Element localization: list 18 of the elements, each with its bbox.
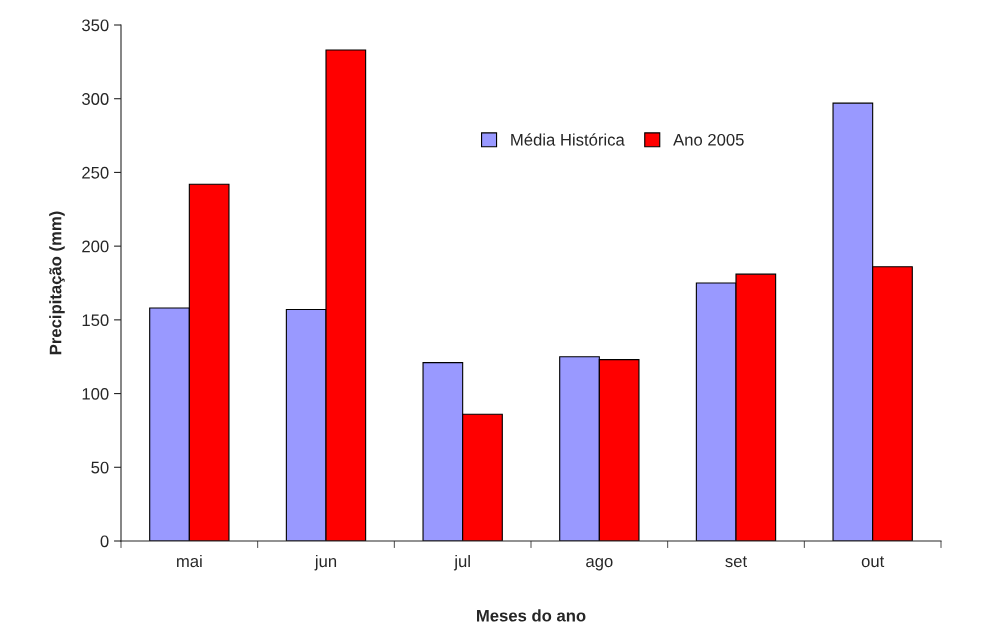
y-tick-label: 50 [91,461,109,474]
x-tick-label: out [861,556,885,568]
legend-label: Média Histórica [511,133,625,146]
y-tick-label: 0 [100,535,109,548]
x-tick-label: jun [314,554,337,571]
y-tick-label: 300 [82,93,109,105]
x-tick-label: jul [453,554,470,571]
y-tick-label: 350 [82,19,109,32]
x-tick-label: set [725,556,747,568]
x-tick-label: mai [177,554,202,568]
y-tick-label: 200 [82,240,109,253]
x-axis-title: Meses do ano [477,609,586,622]
x-tick-label: ago [586,558,613,571]
y-tick-label: 250 [82,166,109,179]
legend-label: Ano 2005 [673,133,744,146]
y-axis-title: Precipitação (mm) [49,211,65,355]
y-tick-label: 100 [82,387,109,400]
y-tick-label: 150 [82,314,109,327]
